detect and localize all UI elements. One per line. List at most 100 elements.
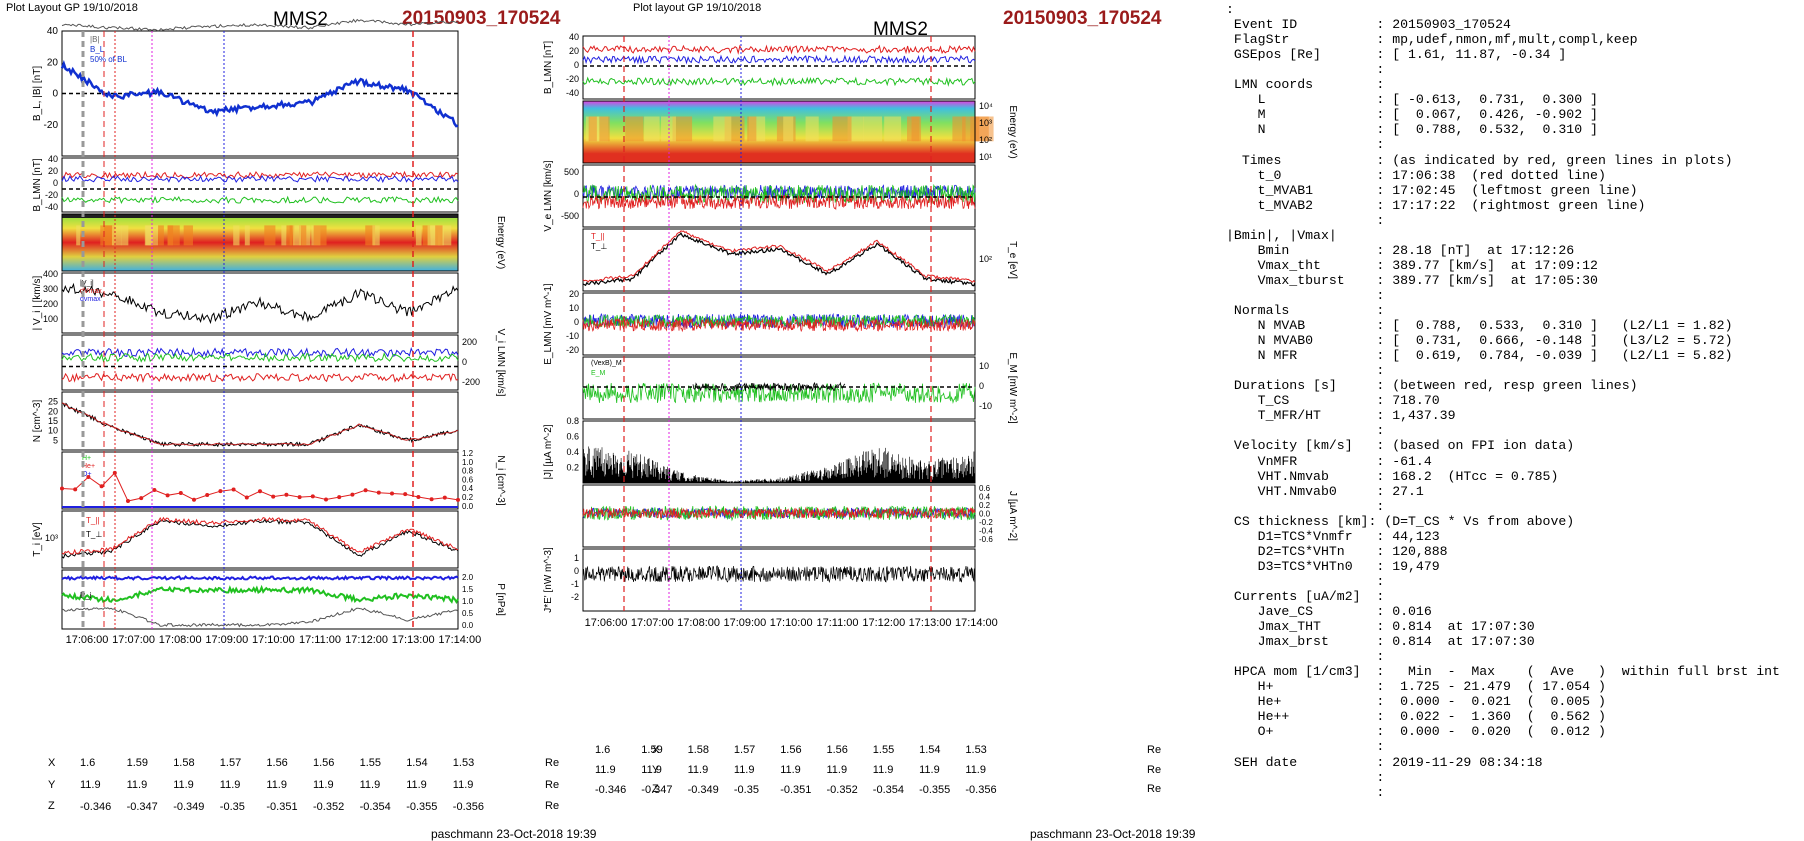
spectrogram-band xyxy=(661,116,676,142)
mid-em-ytick-label: 0 xyxy=(979,381,984,391)
vi-mag-line xyxy=(61,282,459,325)
spectrogram-band xyxy=(233,225,240,246)
mid-time-tick-label: 17:09:00 xyxy=(723,617,767,629)
mid-ve-lmn-line xyxy=(582,183,976,205)
density-ytick-label: 5 xyxy=(53,435,58,445)
panel-vi-lmn: V_i LMN [km/s] xyxy=(61,329,506,397)
mid-b-lmn-line xyxy=(582,44,976,55)
b-lmn-line xyxy=(61,170,459,179)
p-ytick-label: 1.5 xyxy=(462,585,474,594)
vi-lmn-line xyxy=(61,372,459,383)
density-ytick-label: 20 xyxy=(48,406,58,416)
b-ytick-label: -20 xyxy=(44,120,59,131)
density-line xyxy=(61,402,458,448)
vi-lmn-line xyxy=(61,352,459,363)
mid-te-par-line xyxy=(582,230,976,283)
left-pos-value-x: 1.6 xyxy=(80,757,96,769)
spectrogram-band xyxy=(313,225,327,246)
legend-b-entry: B_L xyxy=(90,45,105,54)
mid-j-ytick-label: 0.4 xyxy=(566,447,579,457)
panel-ylabel: |J| [µA m^-2] xyxy=(543,424,554,479)
info-row: VHT.Nmvab0 : 27.1 xyxy=(1226,483,1424,499)
density-red-line xyxy=(61,402,459,446)
ti-perp-line xyxy=(61,518,459,559)
spectrogram-top-band xyxy=(62,214,458,218)
info-row: Vmax_tburst : 389.77 [km/s] at 17:05:30 xyxy=(1226,272,1598,288)
mid-jcomp-ytick-label: -0.6 xyxy=(979,535,993,544)
left-pos-value-x: 1.54 xyxy=(406,757,428,769)
density-ytick-label: 10 xyxy=(48,426,58,436)
b-ytick-label: 40 xyxy=(47,26,59,37)
ni-ytick-label: 1.2 xyxy=(462,449,474,458)
panel-ylabel: T_e [eV] xyxy=(1007,241,1018,279)
spectrogram-band xyxy=(672,116,693,142)
left-footer: paschmann 23-Oct-2018 19:39 xyxy=(431,827,597,841)
info-row: : xyxy=(1226,573,1385,589)
legend-b-entry: 50% of BL xyxy=(90,55,127,64)
info-row: Durations [s] : (between red, resp green… xyxy=(1226,378,1638,394)
mid-e-ytick-label: 10 xyxy=(569,303,579,313)
spectrogram-band xyxy=(747,116,757,142)
spectrogram-band xyxy=(952,116,966,142)
left-pos-value-x: 1.59 xyxy=(126,757,149,769)
info-row: Jmax_THT : 0.814 at 17:07:30 xyxy=(1226,619,1535,635)
spectrogram-band xyxy=(289,225,295,246)
mid-j-ytick-label: 0.2 xyxy=(566,463,579,473)
info-row: : xyxy=(1226,363,1385,379)
panel-ylabel: V_i LMN [km/s] xyxy=(495,329,506,397)
mid-pos-value-x: 1.54 xyxy=(919,744,941,756)
mid-jcomp-ytick-label: -0.4 xyxy=(979,527,993,536)
mid-jmag-trace xyxy=(582,446,976,483)
mid-pos-value-y: 11.9 xyxy=(780,764,801,776)
left-pos-value-z: -0.355 xyxy=(406,801,438,813)
info-row: FlagStr : mp,udef,nmon,mf,mult,compl,kee… xyxy=(1226,32,1638,48)
vi-lmn-line xyxy=(61,346,459,358)
legend-p-entry: P_i xyxy=(80,591,92,600)
mid-panel-je: J*E' [nW m^-3] xyxy=(543,547,976,613)
panel-frame xyxy=(582,548,976,612)
mid-pos-value-z: -0.354 xyxy=(872,784,904,796)
mid-e-lmn-line xyxy=(582,317,976,333)
mid-pos-value-z: -0.356 xyxy=(965,784,997,796)
spectrogram-band xyxy=(158,225,164,246)
left-pos-value-y: 11.9 xyxy=(406,779,427,791)
mid-pos-value-y: 11.9 xyxy=(733,764,755,776)
legend-v-entry: |V_i| xyxy=(80,280,94,287)
vi-lmn-ytick-label: 200 xyxy=(462,337,477,347)
spectrogram-band xyxy=(299,225,307,246)
mid-jcomp-ytick-label: 0.2 xyxy=(979,501,991,510)
spectrogram-band xyxy=(644,116,660,142)
mid-pos-label-x: X xyxy=(652,744,660,756)
spectrogram-band xyxy=(599,116,610,142)
panel-ylabel: B_LMN [nT] xyxy=(32,158,43,212)
panel-vi-mag: | V_i | [km/s] xyxy=(32,272,459,334)
panel-ylabel: | V_i | [km/s] xyxy=(32,275,43,330)
left-pos-value-y: 11.9 xyxy=(359,779,381,791)
left-pos-value-y: 11.9 xyxy=(80,779,101,791)
mid-jcomp-ytick-label: 0.4 xyxy=(979,493,991,502)
mid-time-tick-label: 17:08:00 xyxy=(677,617,721,629)
legend-t-entry: T_|| xyxy=(86,516,100,525)
vi-lmn-ytick-label: -200 xyxy=(462,377,480,387)
legend-t-entry: T_⊥ xyxy=(86,530,102,539)
mid-e-ytick-label: 20 xyxy=(569,289,579,299)
info-row: O+ : 0.000 - 0.020 ( 0.012 ) xyxy=(1226,724,1606,740)
left-time-tick-label: 17:08:00 xyxy=(158,634,202,646)
left-pos-value-z: -0.349 xyxy=(173,801,205,813)
info-row: N : [ 0.788, 0.532, 0.310 ] xyxy=(1226,122,1598,138)
left-spacecraft-title: MMS2 xyxy=(273,9,328,30)
panel-ylabel: N [cm^-3] xyxy=(32,400,43,443)
legend-v-entry: dvmax xyxy=(80,296,101,303)
left-pos-value-z: -0.351 xyxy=(266,801,298,813)
left-time-tick-label: 17:12:00 xyxy=(345,634,389,646)
info-row: : xyxy=(1226,423,1385,439)
b-lmn-ytick-label: 40 xyxy=(48,154,58,164)
info-row: D2=TCS*VHTn : 120,888 xyxy=(1226,543,1448,559)
mid-pos-unit-y: Re xyxy=(1147,764,1162,776)
panel-frame xyxy=(61,451,459,510)
spectrogram-band xyxy=(435,225,443,246)
info-row: N MFR : [ 0.619, 0.784, -0.039 ] (L2/L1 … xyxy=(1226,348,1733,364)
mid-je-ytick-label: -2 xyxy=(571,592,579,602)
info-row: M : [ 0.067, 0.426, -0.902 ] xyxy=(1226,107,1598,123)
left-time-tick-label: 17:06:00 xyxy=(65,634,109,646)
